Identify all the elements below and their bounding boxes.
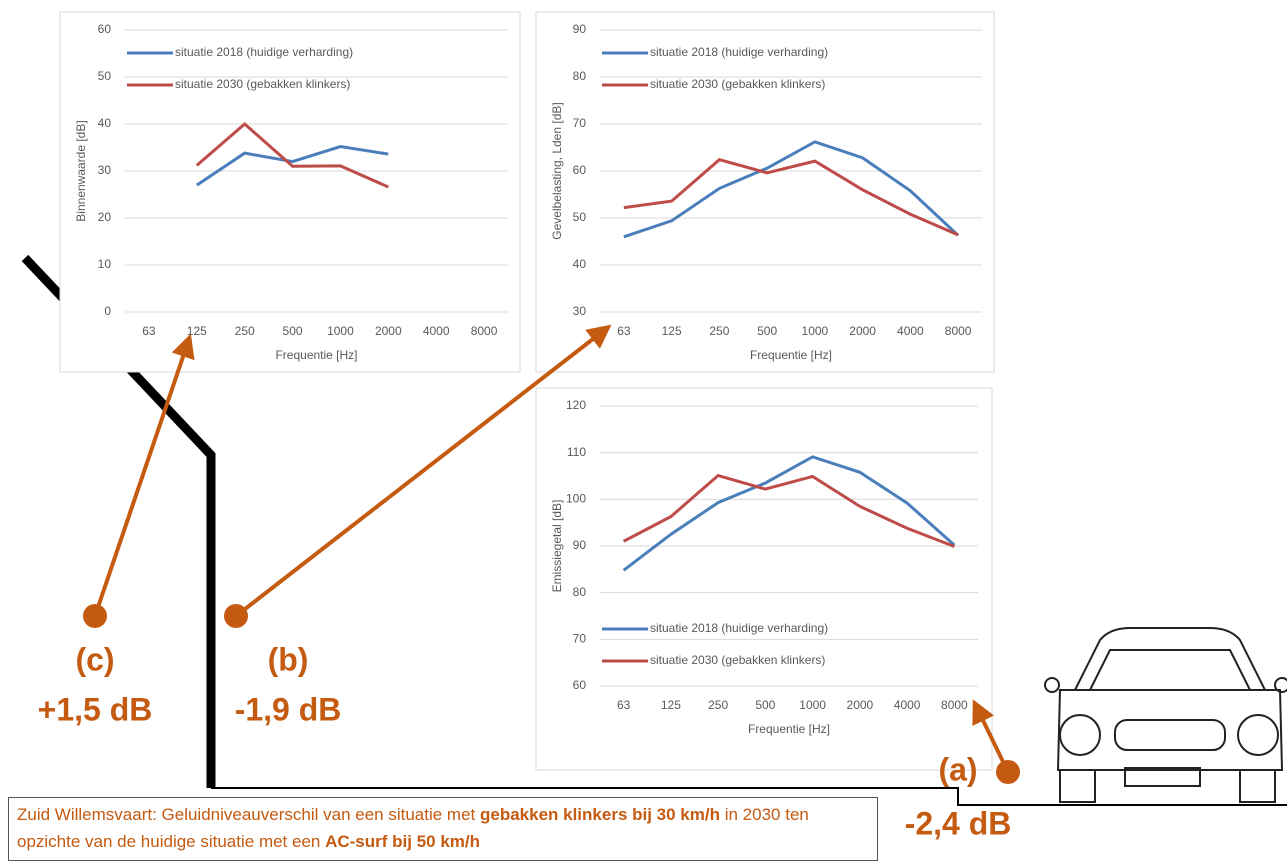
y-tick-label: 110 [567,445,586,459]
y-tick-label: 40 [98,116,112,130]
label-delta: -2,4 dB [905,805,1012,841]
diagram: 0 10 20 30 40 50 60 63 125 250 500 1000 2000 4000 8000… [0,0,1287,865]
x-tick-label: 63 [142,324,156,338]
y-tick-label: 40 [573,257,587,271]
label-delta: -1,9 dB [235,691,342,727]
y-tick-label: 10 [98,257,112,271]
y-tick-label: 30 [98,163,112,177]
x-tick-label: 250 [235,324,255,338]
label-id: (c) [75,641,114,677]
y-tick-label: 20 [98,210,112,224]
y-tick-label: 70 [573,116,587,130]
x-tick-label: 125 [187,324,207,338]
y-tick-label: 60 [573,163,587,177]
y-tick-label: 90 [573,538,587,552]
x-tick-label: 1000 [802,324,829,338]
car [1045,628,1287,802]
x-tick-label: 125 [661,698,681,712]
y-axis-label: Emissiegetal [dB] [550,500,564,593]
car-hatch-area [1047,603,1287,803]
label-delta: +1,5 dB [38,691,153,727]
x-tick-label: 500 [283,324,303,338]
label-id: (a) [938,751,977,787]
x-tick-label: 250 [708,698,728,712]
x-tick-label: 500 [757,324,777,338]
caption-part: AC-surf bij 50 km/h [325,832,480,851]
legend-label: situatie 2018 (huidige verharding) [175,45,353,59]
x-tick-label: 1000 [799,698,826,712]
x-tick-label: 500 [755,698,775,712]
x-axis-label: Frequentie [Hz] [748,722,830,736]
y-tick-label: 100 [566,492,586,506]
y-axis-label: Gevelbelasting, Lden [dB] [550,102,564,239]
caption-part: gebakken klinkers bij 30 km/h [480,805,720,824]
y-axis-label: Binnenwaarde [dB] [74,120,88,221]
x-tick-label: 8000 [941,698,968,712]
legend-label: situatie 2030 (gebakken klinkers) [650,77,825,91]
caption: Zuid Willemsvaart: Geluidniveauverschil … [8,797,878,861]
y-tick-label: 80 [573,69,587,83]
x-tick-label: 63 [617,324,631,338]
x-tick-label: 1000 [327,324,354,338]
chart-frame [536,12,994,372]
caption-part: Zuid Willemsvaart: Geluidniveauverschil … [17,805,480,824]
y-tick-label: 80 [573,585,587,599]
y-tick-label: 50 [98,69,112,83]
x-tick-label: 63 [617,698,631,712]
x-tick-label: 2000 [847,698,874,712]
legend-label: situatie 2018 (huidige verharding) [650,45,828,59]
x-tick-label: 8000 [945,324,972,338]
x-tick-label: 250 [709,324,729,338]
x-tick-label: 2000 [849,324,876,338]
y-tick-label: 30 [573,304,587,318]
x-tick-label: 125 [662,324,682,338]
page: 0 10 20 30 40 50 60 63 125 250 500 1000 2000 4000 8000… [0,0,1287,865]
y-tick-label: 60 [98,22,112,36]
x-tick-label: 4000 [894,698,921,712]
label-id: (b) [268,641,309,677]
chart-frame [60,12,520,372]
x-tick-label: 2000 [375,324,402,338]
y-tick-label: 90 [573,22,587,36]
x-axis-label: Frequentie [Hz] [275,348,357,362]
x-tick-label: 4000 [423,324,450,338]
legend-label: situatie 2030 (gebakken klinkers) [650,653,825,667]
y-tick-label: 60 [573,678,587,692]
y-tick-label: 50 [573,210,587,224]
legend-label: situatie 2030 (gebakken klinkers) [175,77,350,91]
y-tick-label: 120 [566,398,586,412]
x-tick-label: 4000 [897,324,924,338]
y-tick-label: 70 [573,632,587,646]
chart-frame [536,388,992,770]
legend-label: situatie 2018 (huidige verharding) [650,621,828,635]
x-axis-label: Frequentie [Hz] [750,348,832,362]
x-tick-label: 8000 [471,324,498,338]
y-tick-label: 0 [104,304,111,318]
